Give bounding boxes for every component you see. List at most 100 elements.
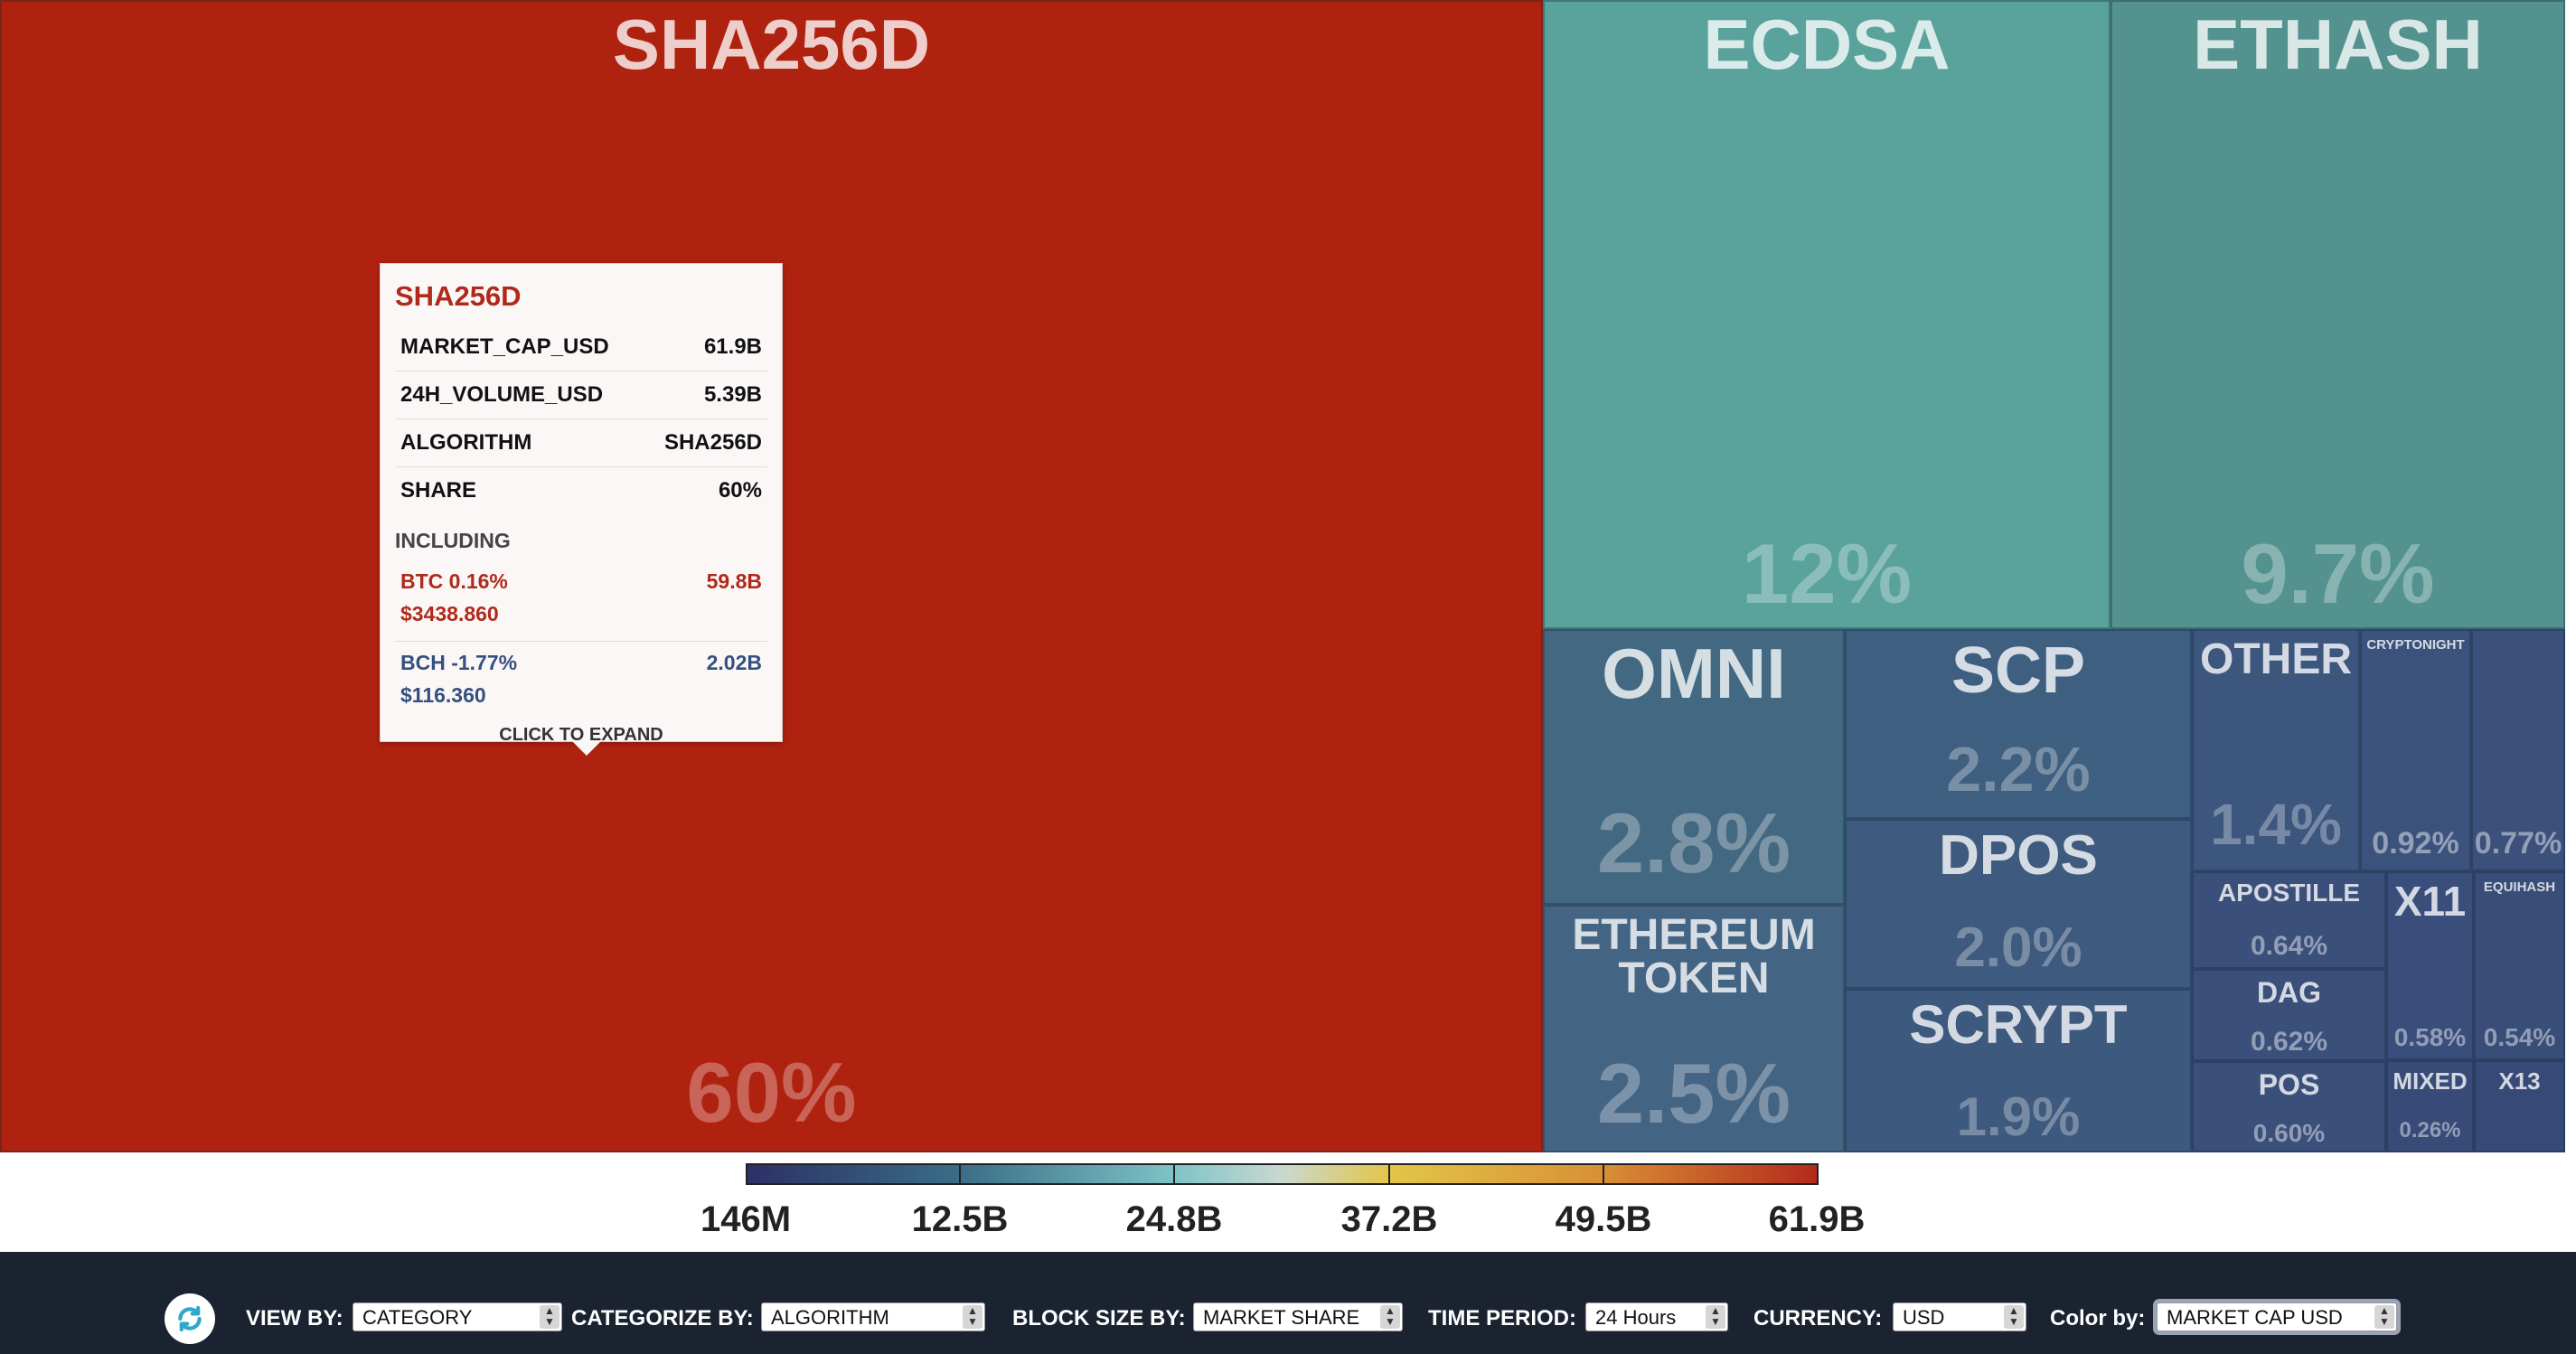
tooltip-value: SHA256D [644,418,767,467]
refresh-button[interactable] [165,1293,215,1344]
tile-share: 1.9% [1956,1086,2081,1147]
legend-label: 61.9B [1768,1199,1866,1239]
currency-select[interactable]: USD ▲ ▼ [1893,1302,2026,1331]
time-period-select[interactable]: 24 Hours ▲ ▼ [1585,1302,1728,1331]
legend-tick [1388,1163,1390,1185]
tile-name: MIXED [2393,1067,2468,1095]
categorize-by-label: CATEGORIZE BY: [571,1306,754,1330]
tooltip-row: 24H_VOLUME_USD 5.39B [395,371,767,419]
tile-share: 9.7% [2241,526,2435,621]
coin-btc: BTC 0.16% $3438.860 59.8B [395,560,767,643]
tile-equihash[interactable]: EQUIHASH 0.54% [2474,871,2565,1060]
coin-cap: 2.02B [706,651,762,675]
updown-arrows-icon: ▲ ▼ [963,1305,982,1329]
tile-unlabeled[interactable]: 0.77% [2471,629,2565,871]
color-legend: 146M 12.5B 24.8B 37.2B 49.5B 61.9B [0,1152,2576,1252]
control-bar: VIEW BY: CATEGORY ▲ ▼ CATEGORIZE BY: ALGO… [0,1252,2576,1354]
click-to-expand[interactable]: CLICK TO EXPAND [499,724,663,745]
coin-price: $116.360 [400,682,486,707]
tooltip-row: ALGORITHM SHA256D [395,418,767,467]
coin-name: BTC 0.16% [400,569,508,593]
tile-name: POS [2258,1068,2320,1101]
tile-name: X13 [2498,1067,2541,1095]
tile-scp[interactable]: SCP 2.2% [1845,629,2192,819]
tile-share: 0.26% [2399,1118,2461,1142]
tile-name: X11 [2393,878,2467,925]
legend-label: 24.8B [1125,1199,1223,1239]
tile-cryptonight[interactable]: CRYPTONIGHT 0.92% [2360,629,2471,871]
tooltip-row: MARKET_CAP_USD 61.9B [395,324,767,371]
tile-name: DPOS [1939,824,2098,887]
tile-name: ETHEREUM TOKEN [1572,911,1816,1002]
legend-label: 146M [700,1199,792,1239]
tooltip: SHA256D MARKET_CAP_USD 61.9B 24H_VOLUME_U… [380,263,783,756]
tile-share: 12% [1741,526,1913,621]
color-by-select[interactable]: MARKET CAP USD ▲ ▼ [2157,1302,2397,1331]
tooltip-value: 60% [718,478,762,503]
tile-share: 0.62% [2250,1027,2328,1057]
tile-share: 2.5% [1596,1046,1791,1141]
tile-name: OTHER [2200,635,2352,683]
tooltip-row: SHARE 60% [395,467,767,515]
categorize-by-select[interactable]: ALGORITHM ▲ ▼ [761,1302,985,1331]
tile-share: 2.2% [1946,734,2091,804]
tile-name: OMNI [1602,634,1786,713]
tile-x11[interactable]: X11 0.58% [2386,871,2474,1060]
tile-pos[interactable]: POS 0.60% [2192,1061,2386,1152]
color-by-value: MARKET CAP USD [2167,1306,2343,1329]
legend-tick [959,1163,961,1185]
tile-name: SCRYPT [1909,994,2128,1055]
currency-label: CURRENCY: [1753,1306,1883,1330]
currency-value: USD [1903,1306,1945,1329]
tile-x13[interactable]: X13 [2474,1060,2565,1152]
tooltip-title: SHA256D [395,280,522,312]
tile-share: 2.8% [1596,795,1791,890]
tile-mixed[interactable]: MIXED 0.26% [2386,1060,2474,1152]
legend-label: 12.5B [911,1199,1009,1239]
coin-bch: BCH -1.77% $116.360 2.02B [395,642,767,722]
tile-share: 60% [686,1045,857,1140]
legend-gradient [746,1163,1819,1185]
legend-tick [1603,1163,1604,1185]
tile-name: ECDSA [1703,5,1951,84]
legend-label: 49.5B [1555,1199,1652,1239]
tile-name: DAG [2256,976,2322,1009]
block-size-by-label: BLOCK SIZE BY: [1012,1306,1186,1330]
tile-other[interactable]: OTHER 1.4% [2192,629,2360,871]
view-by-label: VIEW BY: [246,1306,343,1330]
block-size-by-value: MARKET SHARE [1203,1306,1360,1329]
tooltip-key: 24H_VOLUME_USD [395,371,644,419]
coin-cap: 59.8B [706,569,762,593]
tile-name: SCP [1951,635,2086,707]
tile-name: APOSTILLE [2217,879,2361,907]
time-period-label: TIME PERIOD: [1428,1306,1577,1330]
tile-omni[interactable]: OMNI 2.8% [1543,629,1845,905]
tooltip-value: 5.39B [644,371,767,419]
tile-scrypt[interactable]: SCRYPT 1.9% [1845,989,2192,1152]
tooltip-table: MARKET_CAP_USD 61.9B 24H_VOLUME_USD 5.39B … [395,324,767,514]
updown-arrows-icon: ▲ ▼ [1706,1305,1725,1329]
updown-arrows-icon: ▲ ▼ [1380,1305,1400,1329]
tile-share: 0.54% [2483,1023,2556,1051]
updown-arrows-icon: ▲ ▼ [2374,1305,2394,1329]
tile-dpos[interactable]: DPOS 2.0% [1845,819,2192,989]
categorize-by-value: ALGORITHM [771,1306,889,1329]
tile-dag[interactable]: DAG 0.62% [2192,969,2386,1061]
tile-share: 0.64% [2250,931,2328,961]
tile-name: ETHASH [2193,5,2483,84]
tooltip-key: ALGORITHM [395,418,644,467]
updown-arrows-icon: ▲ ▼ [540,1305,559,1329]
tile-share: 0.92% [2372,826,2459,860]
tile-apostille[interactable]: APOSTILLE 0.64% [2192,871,2386,969]
tile-share: 2.0% [1954,917,2082,979]
updown-arrows-icon: ▲ ▼ [2004,1305,2024,1329]
tile-name: CRYPTONIGHT [2366,637,2465,653]
tile-ethereum-token[interactable]: ETHEREUM TOKEN 2.5% [1543,905,1845,1152]
tile-ethash[interactable]: ETHASH 9.7% [2111,0,2565,629]
view-by-select[interactable]: CATEGORY ▲ ▼ [353,1302,562,1331]
tile-ecdsa[interactable]: ECDSA 12% [1543,0,2111,629]
block-size-by-select[interactable]: MARKET SHARE ▲ ▼ [1193,1302,1403,1331]
tooltip-key: SHARE [400,478,477,503]
including-heading: INCLUDING [395,529,511,552]
legend-label: 37.2B [1340,1199,1438,1239]
